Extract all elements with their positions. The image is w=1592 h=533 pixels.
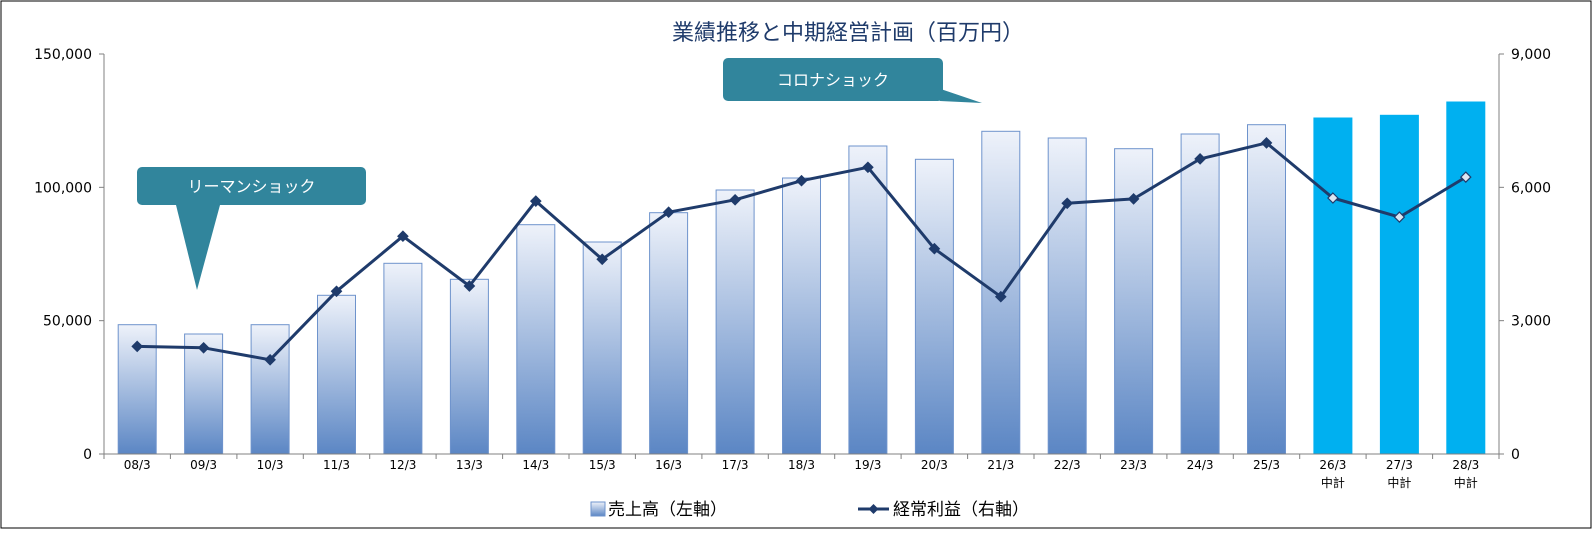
sales-bar <box>649 212 689 455</box>
profit-point <box>463 280 476 292</box>
sales-bar <box>317 294 356 455</box>
x-tick-label: 27/3 <box>1386 458 1413 472</box>
x-tick-sublabel: 中計 <box>1454 475 1478 490</box>
profit-point <box>1327 192 1339 204</box>
x-tick-label: 14/3 <box>522 458 549 472</box>
x-tick-label: 12/3 <box>389 458 416 472</box>
sales-bar <box>184 333 224 455</box>
x-tick-label: 20/3 <box>921 458 948 472</box>
callout: リーマンショック <box>137 167 366 290</box>
profit-point <box>596 253 609 266</box>
x-tick-label: 17/3 <box>722 458 749 472</box>
profit-point <box>662 206 675 219</box>
legend-bar-swatch <box>590 501 606 517</box>
plan-bar <box>1313 117 1353 455</box>
x-tick-label: 23/3 <box>1120 458 1147 472</box>
chart-title: 業績推移と中期経営計画（百万円） <box>672 21 1024 46</box>
right-tick-label: 9,000 <box>1511 47 1551 63</box>
x-tick-label: 24/3 <box>1187 458 1214 472</box>
sales-bar <box>449 278 489 455</box>
callout-pointer <box>176 205 220 290</box>
x-tick-label: 13/3 <box>456 458 483 472</box>
x-tick-label: 09/3 <box>190 458 217 472</box>
profit-point <box>1194 153 1206 165</box>
x-tick-label: 19/3 <box>854 458 881 472</box>
profit-point <box>862 161 874 174</box>
sales-bar <box>914 158 954 455</box>
profit-point <box>1061 197 1074 210</box>
sales-bar <box>715 189 755 455</box>
callout-label: リーマンショック <box>187 177 315 196</box>
sales-bar <box>516 224 556 455</box>
x-tick-label: 26/3 <box>1319 458 1346 472</box>
profit-point <box>928 242 941 255</box>
x-tick-label: 11/3 <box>323 458 350 472</box>
legend: 売上高（左軸） 経常利益（右軸） <box>590 500 1029 520</box>
profit-point <box>397 230 409 243</box>
sales-bar <box>383 262 423 455</box>
left-tick-label: 0 <box>83 447 92 463</box>
left-tick-label: 150,000 <box>34 47 92 63</box>
callout-box <box>723 58 943 101</box>
left-tick-label: 100,000 <box>34 180 92 196</box>
profit-point <box>264 353 276 366</box>
profit-point <box>529 195 542 207</box>
y-tick-labels: 0 50,000 100,000 150,000 0 3,000 6,000 9,000 <box>34 47 1551 463</box>
sales-bar <box>848 145 888 455</box>
legend-sales-label: 売上高（左軸） <box>608 500 727 520</box>
legend-line-marker <box>868 504 879 514</box>
right-tick-label: 0 <box>1511 447 1520 463</box>
right-tick-label: 6,000 <box>1511 180 1551 196</box>
profit-point <box>1260 137 1273 149</box>
x-tick-label: 21/3 <box>987 458 1014 472</box>
callout: コロナショック <box>723 58 982 103</box>
bars-layer <box>117 101 1486 455</box>
plan-bar <box>1446 101 1486 455</box>
left-tick-label: 50,000 <box>43 314 92 330</box>
callout-box <box>137 167 366 205</box>
sales-bar <box>582 241 622 455</box>
callout-label: コロナショック <box>777 71 889 90</box>
callouts-layer: リーマンショック コロナショック <box>137 58 982 290</box>
x-tick-label: 18/3 <box>788 458 815 472</box>
axes-layer <box>103 54 1500 455</box>
profit-point <box>729 193 741 206</box>
x-tick-label: 28/3 <box>1452 458 1479 472</box>
profit-point <box>197 341 210 354</box>
sales-bar <box>782 177 821 455</box>
profit-point <box>1127 193 1140 205</box>
sales-bar <box>1180 133 1220 455</box>
x-tick-label: 08/3 <box>124 458 151 472</box>
profit-point <box>1393 211 1406 223</box>
right-tick-label: 3,000 <box>1511 314 1551 330</box>
sales-bar <box>981 130 1021 455</box>
line-layer <box>131 137 1472 366</box>
profit-point <box>994 290 1007 303</box>
profit-point <box>1459 171 1472 183</box>
plan-bar <box>1379 114 1419 455</box>
x-tick-labels: 08/3 09/3 10/3 11/3 12/3 13/3 14/3 15/3 16/3 17/3… <box>103 454 1500 490</box>
sales-bar <box>1047 137 1087 455</box>
x-tick-label: 10/3 <box>257 458 284 472</box>
x-tick-label: 25/3 <box>1253 458 1280 472</box>
x-tick-sublabel: 中計 <box>1321 475 1345 490</box>
x-tick-label: 16/3 <box>655 458 682 472</box>
legend-profit-label: 経常利益（右軸） <box>893 500 1029 520</box>
profit-point <box>131 340 144 353</box>
x-tick-label: 22/3 <box>1054 458 1081 472</box>
sales-bar <box>1247 124 1286 455</box>
profit-point <box>330 285 343 298</box>
x-tick-sublabel: 中計 <box>1387 475 1411 490</box>
x-tick-label: 15/3 <box>589 458 616 472</box>
profit-point <box>795 174 808 187</box>
